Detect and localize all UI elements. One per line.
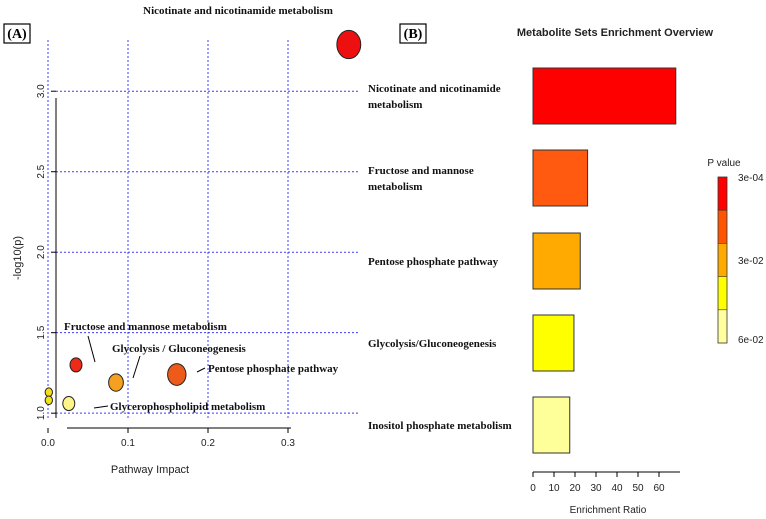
y-tick-label-1: 1.5 (36, 325, 47, 339)
bar-0 (532, 67, 677, 125)
leader-glycolysis (132, 355, 141, 379)
panel-a-scatter: (A) 1.0 1.5 2.0 2.5 3.0 0.0 0.1 0.2 0.3 Pathway … (3, 5, 362, 476)
y-tick-label-2: 2.0 (36, 245, 47, 259)
b-x-tick-label-4: 40 (611, 483, 623, 494)
b-x-tick-label-3: 30 (590, 483, 602, 494)
b-x-tick-label-0: 0 (530, 483, 536, 494)
panel-b-ticks: 0 10 20 30 40 50 60 (530, 472, 665, 494)
panel-a-annotations: Nicotinate and nicotinamide metabolism F… (64, 5, 339, 413)
point-6 (44, 395, 53, 406)
x-axis-label: Pathway Impact (111, 464, 189, 476)
category-label-3-0: Glycolysis/Gluconeogenesis (368, 338, 497, 350)
legend-label-2: 6e-02 (738, 335, 764, 346)
point-3 (69, 357, 83, 373)
category-label-0-1: metabolism (368, 99, 422, 111)
category-label-0-0: Nicotinate and nicotinamide (368, 83, 501, 95)
legend-label-0: 3e-04 (738, 173, 764, 184)
x-tick-label-3: 0.3 (281, 438, 295, 449)
y-axis-label: -log10(p) (12, 236, 24, 280)
bar-3 (532, 314, 575, 372)
point-1 (167, 363, 187, 386)
leader-fructose (87, 335, 96, 363)
panel-b-label-box (399, 23, 427, 44)
panel-b-label: (B) (404, 27, 423, 42)
annotation-nicotinate: Nicotinate and nicotinamide metabolism (143, 5, 333, 17)
b-x-axis-label: Enrichment Ratio (570, 505, 647, 516)
legend-swatch-4 (718, 309, 727, 343)
annotation-glycolysis: Glycolysis / Gluconeogenesis (112, 343, 247, 355)
chart-title: Metabolite Sets Enrichment Overview (517, 27, 714, 39)
panel-b-category-labels: Nicotinate and nicotinamide metabolism Fru… (368, 83, 512, 432)
legend-title: P value (707, 158, 741, 169)
legend-label-1: 3e-02 (738, 256, 764, 267)
bar-4 (532, 396, 571, 454)
category-label-1-1: metabolism (368, 181, 422, 193)
category-label-1-0: Fructose and mannose (368, 165, 474, 177)
legend-colorbar-frame (717, 176, 728, 344)
x-tick-label-2: 0.2 (201, 438, 215, 449)
bar-1 (532, 149, 589, 207)
panel-a-grid (47, 40, 360, 418)
leader-glycerophospholipid (93, 405, 109, 409)
panel-a-label: (A) (7, 27, 27, 42)
annotation-glycerophospholipid: Glycerophospholipid metabolism (110, 401, 265, 413)
panel-b-bar: (B) Metabolite Sets Enrichment Overview … (368, 23, 764, 516)
category-label-2-0: Pentose phosphate pathway (368, 256, 499, 268)
y-tick-label-4: 3.0 (36, 84, 47, 98)
legend-colorbar (717, 176, 728, 344)
legend-labels: 3e-04 3e-02 6e-02 (738, 173, 764, 346)
b-x-tick-label-6: 60 (653, 483, 665, 494)
point-2 (108, 373, 124, 392)
x-tick-label-0: 0.0 (41, 438, 55, 449)
bar-2 (532, 232, 581, 290)
panel-a-points (44, 29, 362, 412)
panel-a-ticks: 1.0 1.5 2.0 2.5 3.0 0.0 0.1 0.2 0.3 (36, 84, 295, 449)
annotation-fructose: Fructose and mannose metabolism (64, 321, 227, 333)
panel-b-bars (532, 67, 677, 454)
leader-pentose (196, 367, 206, 373)
b-x-tick-label-1: 10 (548, 483, 560, 494)
point-5 (44, 387, 53, 398)
b-x-tick-label-2: 20 (569, 483, 581, 494)
legend-swatch-3 (718, 276, 727, 310)
b-x-tick-label-5: 50 (632, 483, 644, 494)
point-4 (62, 395, 76, 412)
legend-swatch-0 (718, 177, 727, 211)
legend-swatch-2 (718, 243, 727, 277)
panel-a-label-box (3, 23, 31, 44)
legend-swatch-1 (718, 210, 727, 244)
category-label-4-0: Inositol phosphate metabolism (368, 420, 512, 432)
y-tick-label-3: 2.5 (36, 164, 47, 178)
point-0 (336, 29, 362, 60)
y-tick-label-0: 1.0 (36, 406, 47, 420)
p-value-legend: P value 3e-04 3e-02 6e-02 (707, 158, 764, 346)
annotation-pentose: Pentose phosphate pathway (208, 363, 339, 375)
x-tick-label-1: 0.1 (121, 438, 135, 449)
